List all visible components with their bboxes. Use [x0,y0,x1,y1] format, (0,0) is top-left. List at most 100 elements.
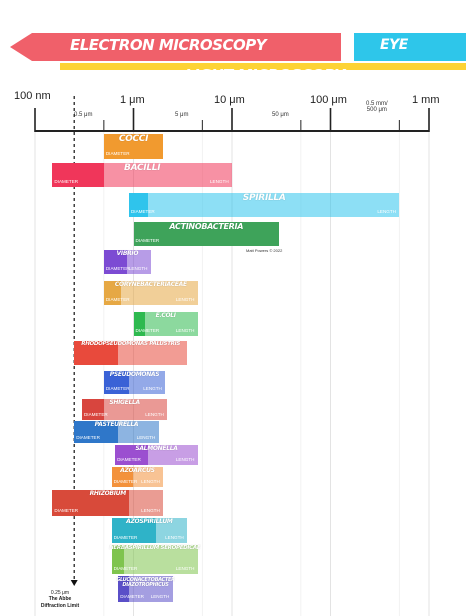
length-segment [147,193,400,217]
axis-label-1um: 1 μm [120,94,145,106]
bacteria-name: SHIGELLA [109,399,140,406]
diameter-label: DIAMETER [135,238,160,243]
abbe-line1: The Abbe [48,596,72,603]
bacteria-name: SPIRILLA [242,193,286,203]
electron-microscopy-label: ELECTRON MICROSCOPY [70,36,267,54]
length-label: LENGTH [141,508,160,513]
bar-pseudomonas [103,371,166,394]
bar-gluconacetobacter-diazotrophicus [118,576,173,602]
length-segment [103,399,168,420]
length-label: LENGTH [175,566,195,571]
bar-salmonella [115,445,198,465]
axis-label-100um: 100 μm [310,94,347,106]
diameter-label: DIAMETER [105,266,130,271]
bacteria-name: RHIZOBIUM [89,490,127,497]
electron-arrow-shape [10,33,341,61]
bar-rhizobium [52,490,164,516]
bar-actinobacteria [133,222,279,246]
diameter-label: DIAMETER [117,457,141,462]
length-label: LENGTH [143,386,162,391]
length-label: LENGTH [165,535,184,540]
diameter-segment [118,576,129,602]
axis-label-1mm: 1 mm [412,94,440,106]
diameter-segment [111,545,124,574]
length-label: LENGTH [145,412,164,417]
bacteria-name: ACTINOBACTERIA [169,222,244,231]
length-segment [144,312,198,336]
diameter-segment [115,445,148,465]
diameter-segment [81,399,104,420]
length-segment [156,518,188,543]
abbe-line2: Diffraction Limit [40,602,80,609]
length-segment [147,445,198,465]
diameter-label: DIAMETER [113,535,138,540]
axis-label-10um: 10 μm [214,94,245,106]
length-label: LENGTH [377,209,396,214]
bacteria-name: AZOSPIRILLUM [126,518,173,525]
diameter-label: DIAMETER [113,566,138,571]
diameter-segment [133,312,145,336]
diameter-label: DIAMETER [105,297,130,302]
diameter-segment [103,250,127,274]
bar-azoarcus [111,467,164,487]
length-segment [103,163,232,187]
diameter-segment [133,222,279,246]
diameter-segment [111,518,157,543]
bacteria-name: AZOARCUS [120,467,155,474]
abbe-limit-arrow [70,580,78,586]
diameter-segment [128,193,148,217]
length-label: LENGTH [128,266,148,271]
length-label: LENGTH [175,328,195,333]
bar-e-coli [133,312,198,336]
bar-azospirillum [111,518,188,543]
length-segment [128,490,164,516]
bacteria-name: RHODOPSEUDOMONAS PALUSTRIS [81,341,180,347]
bacteria-name: COCCI [118,134,149,144]
bacteria-name: E.COLI [155,312,176,319]
diameter-segment [52,163,104,187]
light-microscopy-label: LIGHT MICROSCOPY [185,66,345,84]
bacteria-name: BACILLI [124,163,161,173]
bar-bacilli [52,163,232,187]
length-segment [128,576,173,602]
length-label: LENGTH [141,479,160,484]
bacteria-name: VIBRIO [116,250,139,257]
diameter-segment [103,371,129,394]
electron-microscopy-arrow [10,33,466,70]
diameter-segment [103,134,164,159]
length-label: LENGTH [150,594,170,599]
bar-shigella [81,399,168,420]
diameter-label: DIAMETER [105,386,130,391]
bar-vibrio [103,250,151,274]
diameter-label: DIAMETER [54,508,79,513]
diameter-label: DIAMETER [54,179,79,184]
bar-corynebacteriaceae [103,281,198,305]
eye-label: EYE [380,37,408,53]
bar-rhodopseudomonas-palustris [74,341,188,365]
length-label: LENGTH [175,297,195,302]
length-segment [118,341,188,365]
diameter-label: DIAMETER [76,435,100,440]
axis-label-5um: 5 μm [175,112,189,118]
diameter-segment [52,490,129,516]
length-label: LENGTH [136,435,156,440]
bar-pasteurella [74,421,159,443]
abbe-value: 0.25 μm [50,590,70,596]
bacteria-name: PSEUDOMONAS [109,371,160,378]
diameter-segment [74,421,119,443]
bacteria-name: GLUCONACETOBACTER DIAZOTROPHICUS [116,577,175,589]
bar-herbaspirillum-seropedicae [111,545,198,574]
diameter-label: DIAMETER [135,328,160,333]
light-microscopy-bar [60,63,466,70]
bar-spirilla [128,193,400,217]
diameter-label: DIAMETER [120,594,144,599]
bacteria-name: SALMONELLA [135,445,178,452]
diameter-segment [74,341,119,365]
diameter-label: DIAMETER [130,209,155,214]
abbe-limit-label: 0.25 μm The Abbe Diffraction Limit [34,590,86,609]
length-segment [126,250,151,274]
length-segment [118,421,159,443]
bacteria-name: HERBASPIRILLUM SEROPEDICAE [109,545,201,551]
